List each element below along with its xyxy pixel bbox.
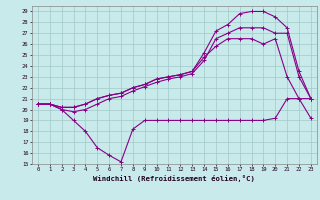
X-axis label: Windchill (Refroidissement éolien,°C): Windchill (Refroidissement éolien,°C): [93, 175, 255, 182]
